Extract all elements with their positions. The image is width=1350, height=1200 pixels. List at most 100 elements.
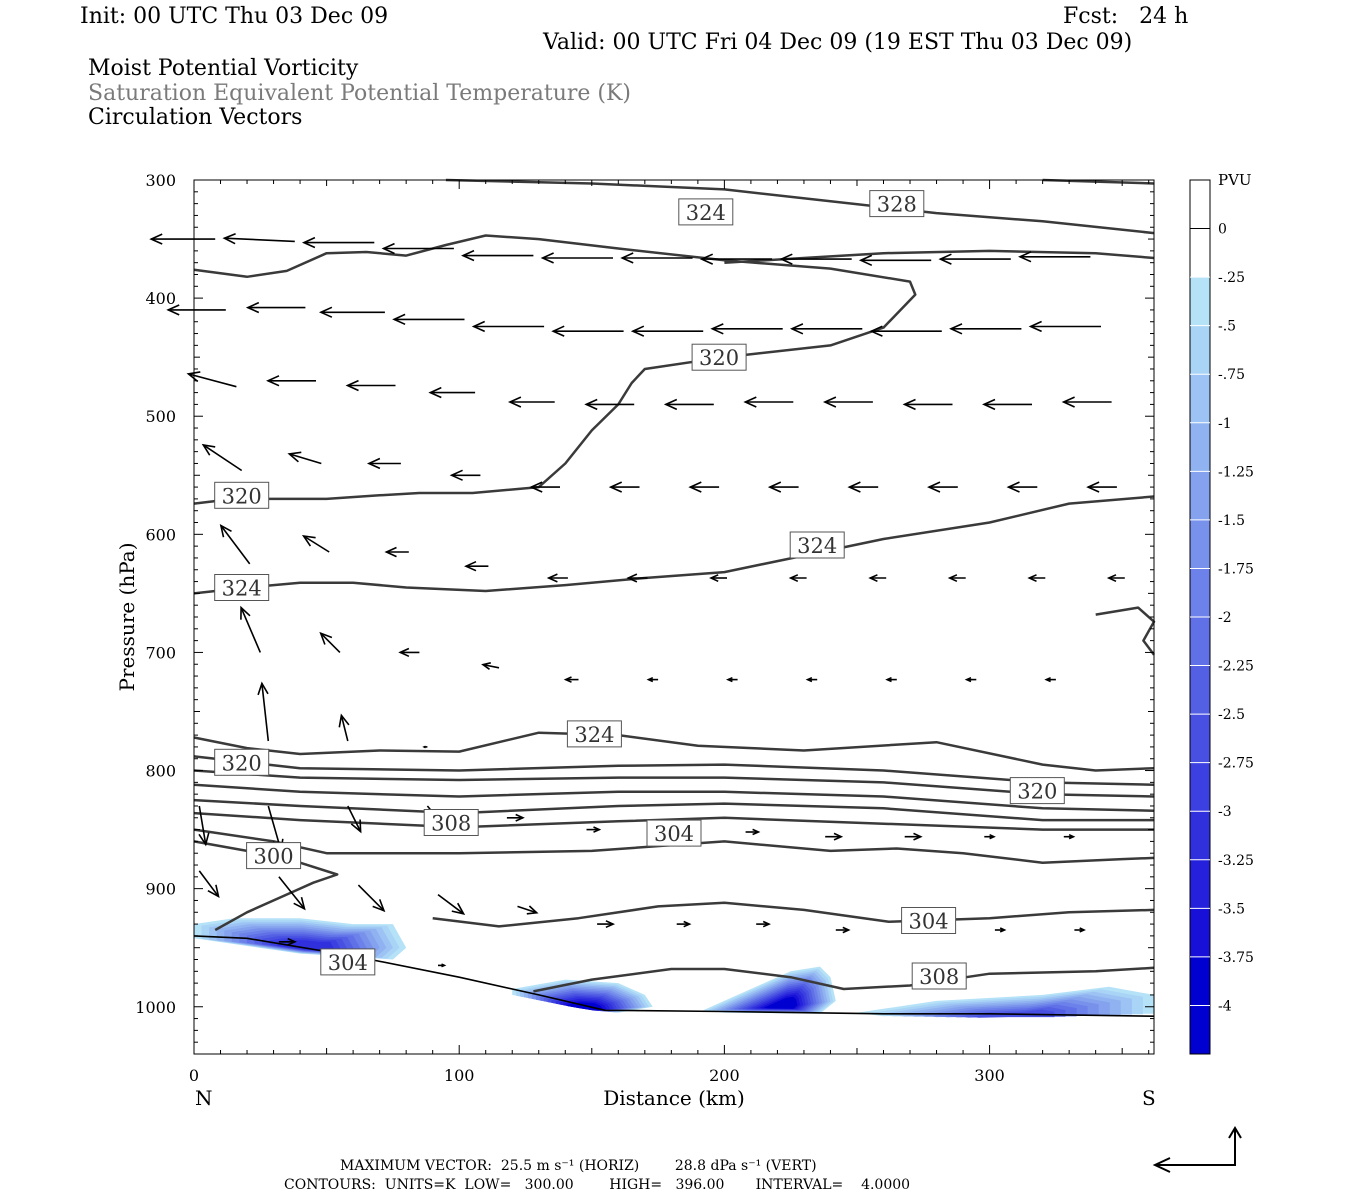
colorbar-band — [1190, 422, 1210, 472]
circulation-vector — [347, 805, 362, 834]
colorbar-band — [1190, 714, 1210, 764]
field-title-pv: Moist Potential Vorticity — [88, 56, 359, 81]
circulation-vector — [1106, 574, 1125, 583]
circulation-vector — [885, 676, 897, 683]
max-vector-note: MAXIMUM VECTOR: 25.5 m s⁻¹ (HORIZ) 28.8 … — [340, 1158, 817, 1174]
colorbar-tick-label: -1.25 — [1218, 464, 1254, 480]
theta-contour-304-10 — [193, 811, 1154, 831]
theta-contour-312-15 — [1095, 606, 1156, 656]
x-tick-label: 0 — [189, 1066, 199, 1085]
circulation-vector — [709, 574, 727, 583]
circulation-vector — [947, 574, 966, 583]
circulation-vector — [984, 833, 996, 840]
colorbar-band — [1190, 374, 1210, 424]
circulation-vector — [338, 713, 350, 742]
colorbar-tick-label: -.25 — [1218, 270, 1245, 286]
circulation-vector — [710, 323, 783, 335]
pv-region-2-level-15 — [763, 996, 798, 1009]
contour-label-10: 304 — [646, 819, 702, 847]
circulation-vector — [994, 927, 1007, 933]
circulation-vector — [437, 893, 466, 915]
circulation-vector — [676, 920, 692, 928]
circulation-vector — [1027, 574, 1046, 583]
x-end-south: S — [1142, 1086, 1156, 1110]
contour-label-12: 304 — [901, 907, 957, 934]
circulation-vector — [597, 920, 616, 929]
y-tick-label: 1000 — [135, 998, 176, 1017]
circulation-vector — [318, 306, 385, 318]
contour-label-5: 324 — [214, 574, 270, 601]
contour-label-text: 304 — [328, 951, 368, 975]
circulation-vector — [240, 605, 262, 653]
circulation-vector — [278, 876, 306, 911]
reference-vector-key — [1152, 1126, 1242, 1173]
circulation-vector — [546, 573, 568, 583]
colorbar-band — [1190, 519, 1210, 569]
circulation-vector — [257, 681, 270, 742]
circulation-vector — [245, 301, 306, 314]
circulation-vector — [586, 826, 602, 833]
circulation-vector — [822, 396, 873, 408]
contour-label-text: 300 — [254, 845, 294, 869]
contour-label-13: 304 — [320, 948, 376, 976]
circulation-vector — [219, 523, 251, 565]
colorbar-band — [1190, 228, 1210, 278]
circulation-vector — [517, 905, 539, 915]
y-tick-label: 700 — [145, 643, 176, 662]
circulation-vector — [201, 443, 243, 472]
circulation-vector — [858, 254, 932, 267]
colorbar-tick-label: -1.5 — [1218, 513, 1245, 529]
terrain-line — [193, 935, 1155, 1017]
circulation-vector — [461, 249, 534, 262]
circulation-vector — [357, 884, 386, 913]
x-tick-label: 200 — [709, 1066, 740, 1085]
circulation-vector — [630, 325, 704, 337]
circulation-vector — [620, 252, 693, 264]
colorbar-band — [1190, 762, 1210, 812]
circulation-vector — [506, 813, 525, 822]
circulation-vector — [319, 631, 341, 653]
colorbar-tick-label: -4 — [1218, 998, 1232, 1014]
field-title-vectors: Circulation Vectors — [88, 105, 303, 130]
circulation-vector — [745, 828, 761, 836]
circulation-vector — [584, 398, 635, 411]
circulation-vector — [1006, 481, 1038, 493]
circulation-vector — [428, 386, 476, 399]
theta-contour-324-3 — [724, 249, 1155, 264]
circulation-vector — [825, 832, 844, 841]
circulation-vector — [938, 253, 1011, 265]
theta-contour-304-11 — [193, 828, 1155, 864]
circulation-vector — [1061, 396, 1112, 408]
circulation-vector — [756, 920, 771, 928]
colorbar-band — [1190, 568, 1210, 618]
y-tick-label: 900 — [145, 880, 176, 899]
y-tick-label: 600 — [145, 525, 176, 544]
contour-label-text: 328 — [877, 193, 917, 217]
circulation-vector — [563, 676, 579, 683]
circulation-vector — [1063, 833, 1076, 840]
contour-label-text: 324 — [686, 201, 726, 225]
circulation-vector — [198, 805, 210, 847]
circulation-vector — [949, 323, 1022, 335]
contour-label-text: 320 — [1017, 780, 1057, 804]
contour-label-1: 328 — [869, 190, 925, 218]
y-tick-label: 500 — [145, 407, 176, 426]
circulation-vector — [868, 574, 887, 583]
colorbar-tick-label: -2.75 — [1218, 756, 1254, 772]
contours-note: CONTOURS: UNITS=K LOW= 300.00 HIGH= 396.… — [284, 1177, 911, 1193]
circulation-vector — [964, 676, 977, 683]
x-tick-label: 100 — [444, 1066, 475, 1085]
y-tick-label: 800 — [145, 762, 176, 781]
contour-label-text: 324 — [222, 577, 262, 601]
circulation-vector — [902, 398, 953, 411]
theta-contour-328-0 — [445, 178, 1155, 235]
colorbar-tick-label: -.75 — [1218, 367, 1245, 383]
circulation-vector — [438, 963, 447, 968]
circulation-vector — [904, 832, 923, 841]
contour-label-text: 320 — [699, 346, 739, 370]
y-tick-label: 300 — [145, 171, 176, 190]
circulation-vector — [381, 242, 454, 255]
colorbar-tick-label: -2.25 — [1218, 659, 1254, 675]
circulation-vector — [982, 398, 1032, 411]
